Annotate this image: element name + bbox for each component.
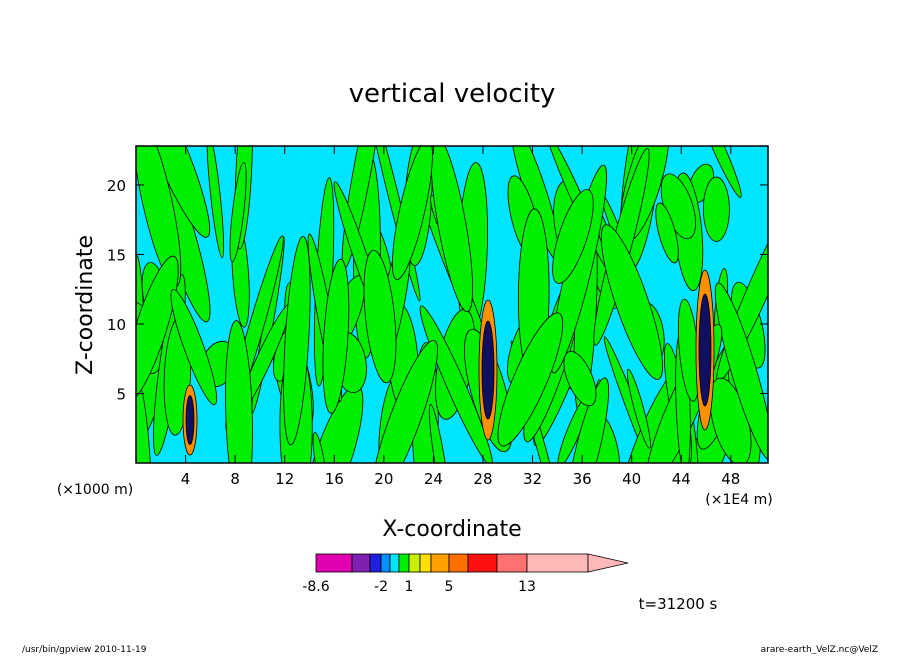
y-tick-label: 5 bbox=[116, 385, 126, 403]
footer-right: arare-earth_VelZ.nc@VelZ bbox=[761, 645, 878, 654]
contour-patch bbox=[430, 146, 474, 313]
colorbar-cell bbox=[389, 553, 400, 573]
contour-patch bbox=[714, 282, 768, 461]
contour-patch bbox=[497, 312, 564, 447]
contour-patch bbox=[363, 249, 397, 384]
contour-patch bbox=[428, 404, 451, 463]
colorbar-cell bbox=[408, 553, 421, 573]
colorbar-label: -8.6 bbox=[302, 579, 329, 595]
contour-patch bbox=[626, 368, 651, 449]
x-tick-label: 40 bbox=[622, 470, 641, 488]
colorbar-cell bbox=[419, 553, 432, 573]
footer-left: /usr/bin/gpview 2010-11-19 bbox=[22, 645, 147, 654]
x-tick-label: 16 bbox=[325, 470, 344, 488]
x-tick-label: 28 bbox=[473, 470, 492, 488]
colorbar-cell bbox=[351, 553, 371, 573]
colorbar-cell bbox=[467, 553, 498, 573]
contour-patch bbox=[392, 146, 433, 281]
contour-patch bbox=[283, 235, 311, 446]
x-unit-right: (×1E4 m) bbox=[705, 492, 772, 508]
colorbar-label: 5 bbox=[445, 579, 454, 595]
contour-patch bbox=[371, 339, 438, 463]
colorbar-label: 1 bbox=[405, 579, 414, 595]
colorbar-label: -2 bbox=[374, 579, 388, 595]
colorbar-cell bbox=[430, 553, 450, 573]
contour-patch bbox=[655, 202, 679, 264]
contour-patch bbox=[170, 289, 218, 406]
colorbar-cell bbox=[526, 553, 589, 573]
contour-core bbox=[481, 320, 495, 420]
x-tick-label: 48 bbox=[721, 470, 740, 488]
contour-patch bbox=[229, 162, 247, 263]
y-tick-label: 15 bbox=[107, 246, 126, 264]
colorbar-cell bbox=[315, 553, 353, 573]
contour-core bbox=[698, 293, 712, 407]
x-tick-label: 32 bbox=[523, 470, 542, 488]
x-tick-label: 44 bbox=[672, 470, 691, 488]
plot-frame bbox=[135, 145, 769, 464]
y-tick-label: 20 bbox=[107, 177, 126, 195]
contour-patch bbox=[563, 350, 597, 407]
contour-patch bbox=[225, 320, 253, 463]
x-axis-label: X-coordinate bbox=[382, 517, 521, 542]
time-label: t=31200 s bbox=[639, 595, 718, 613]
x-unit-left: (×1000 m) bbox=[57, 482, 133, 498]
contour-patch bbox=[552, 189, 594, 284]
contour-patch bbox=[600, 224, 663, 380]
x-tick-label: 8 bbox=[230, 470, 240, 488]
contour-patch bbox=[702, 176, 730, 242]
colorbar bbox=[315, 553, 629, 573]
contour-patch bbox=[566, 377, 610, 463]
colorbar-cell bbox=[380, 553, 391, 573]
contour-patch bbox=[312, 432, 327, 463]
contour-core bbox=[185, 395, 195, 445]
colorbar-cell bbox=[369, 553, 382, 573]
contour-patch bbox=[322, 258, 350, 414]
colorbar-cell bbox=[496, 553, 528, 573]
colorbar-cell bbox=[398, 553, 410, 573]
y-axis-label: Z-coordinate bbox=[73, 235, 98, 375]
x-tick-label: 12 bbox=[275, 470, 294, 488]
y-tick-label: 10 bbox=[107, 316, 126, 334]
contour-patch bbox=[419, 305, 493, 463]
contour-patch bbox=[206, 146, 225, 258]
colorbar-cell bbox=[448, 553, 469, 573]
x-tick-label: 4 bbox=[181, 470, 191, 488]
x-tick-label: 20 bbox=[374, 470, 393, 488]
x-tick-label: 24 bbox=[424, 470, 443, 488]
colorbar-arrow bbox=[587, 553, 629, 573]
colorbar-label: 13 bbox=[518, 579, 536, 595]
x-tick-label: 36 bbox=[573, 470, 592, 488]
chart-title: vertical velocity bbox=[349, 79, 556, 109]
